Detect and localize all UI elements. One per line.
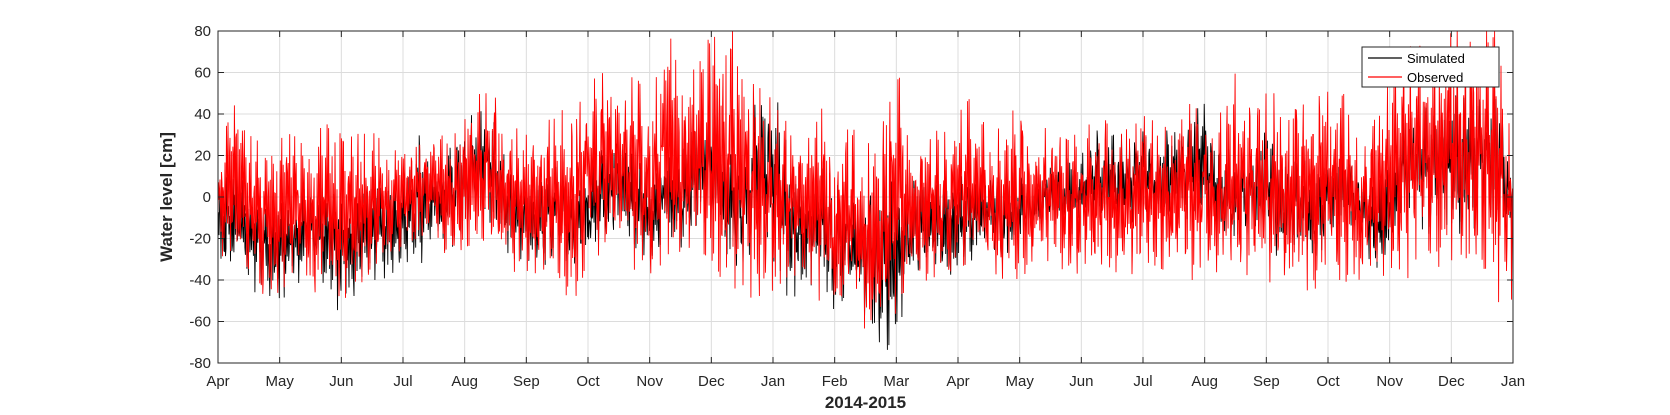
legend-box — [1361, 46, 1500, 88]
x-tick-label: Mar — [883, 373, 909, 390]
legend-label-observed: Observed — [1407, 70, 1463, 85]
x-tick-label: Apr — [206, 373, 229, 390]
y-tick-label: 20 — [194, 148, 211, 165]
x-tick-label: Sep — [513, 373, 540, 390]
x-tick-label: May — [1005, 373, 1034, 390]
x-axis-ticks: Apr May Jun Jul Aug Sep Oct Nov Dec Jan Feb Mar Apr M… — [206, 31, 1525, 390]
y-tick-label: -20 — [189, 231, 211, 248]
x-tick-label: Jan — [1501, 373, 1525, 390]
x-tick-label: Jun — [1069, 373, 1093, 390]
y-tick-label: 0 — [203, 189, 211, 206]
y-tick-label: 80 — [194, 23, 211, 40]
x-tick-label: Oct — [1316, 373, 1340, 390]
x-tick-label: Nov — [1376, 373, 1403, 390]
y-axis-title: Water level [cm] — [157, 132, 176, 262]
y-tick-label: 60 — [194, 65, 211, 82]
series-layer — [217, 30, 1514, 350]
legend: Simulated Observed — [1361, 46, 1500, 88]
x-tick-label: Nov — [636, 373, 663, 390]
x-tick-label: Feb — [822, 373, 848, 390]
y-axis-ticks: -80 -60 -40 -20 0 20 40 60 80 — [189, 23, 1513, 372]
x-tick-label: Jul — [1133, 373, 1152, 390]
x-tick-label: Dec — [698, 373, 725, 390]
y-tick-label: -60 — [189, 314, 211, 331]
x-tick-label: May — [265, 373, 294, 390]
x-tick-label: Oct — [576, 373, 600, 390]
x-axis-title: 2014-2015 — [825, 393, 906, 412]
y-tick-label: 40 — [194, 106, 211, 123]
series-line-observed — [217, 30, 1514, 329]
x-tick-label: Jun — [329, 373, 353, 390]
y-tick-label: -40 — [189, 272, 211, 289]
x-tick-label: Apr — [946, 373, 969, 390]
x-tick-label: Jan — [761, 373, 785, 390]
x-tick-label: Sep — [1253, 373, 1280, 390]
y-tick-label: -80 — [189, 355, 211, 372]
x-tick-label: Dec — [1438, 373, 1465, 390]
legend-label-simulated: Simulated — [1407, 51, 1465, 66]
x-tick-label: Aug — [451, 373, 478, 390]
x-tick-label: Aug — [1191, 373, 1218, 390]
x-tick-label: Jul — [393, 373, 412, 390]
